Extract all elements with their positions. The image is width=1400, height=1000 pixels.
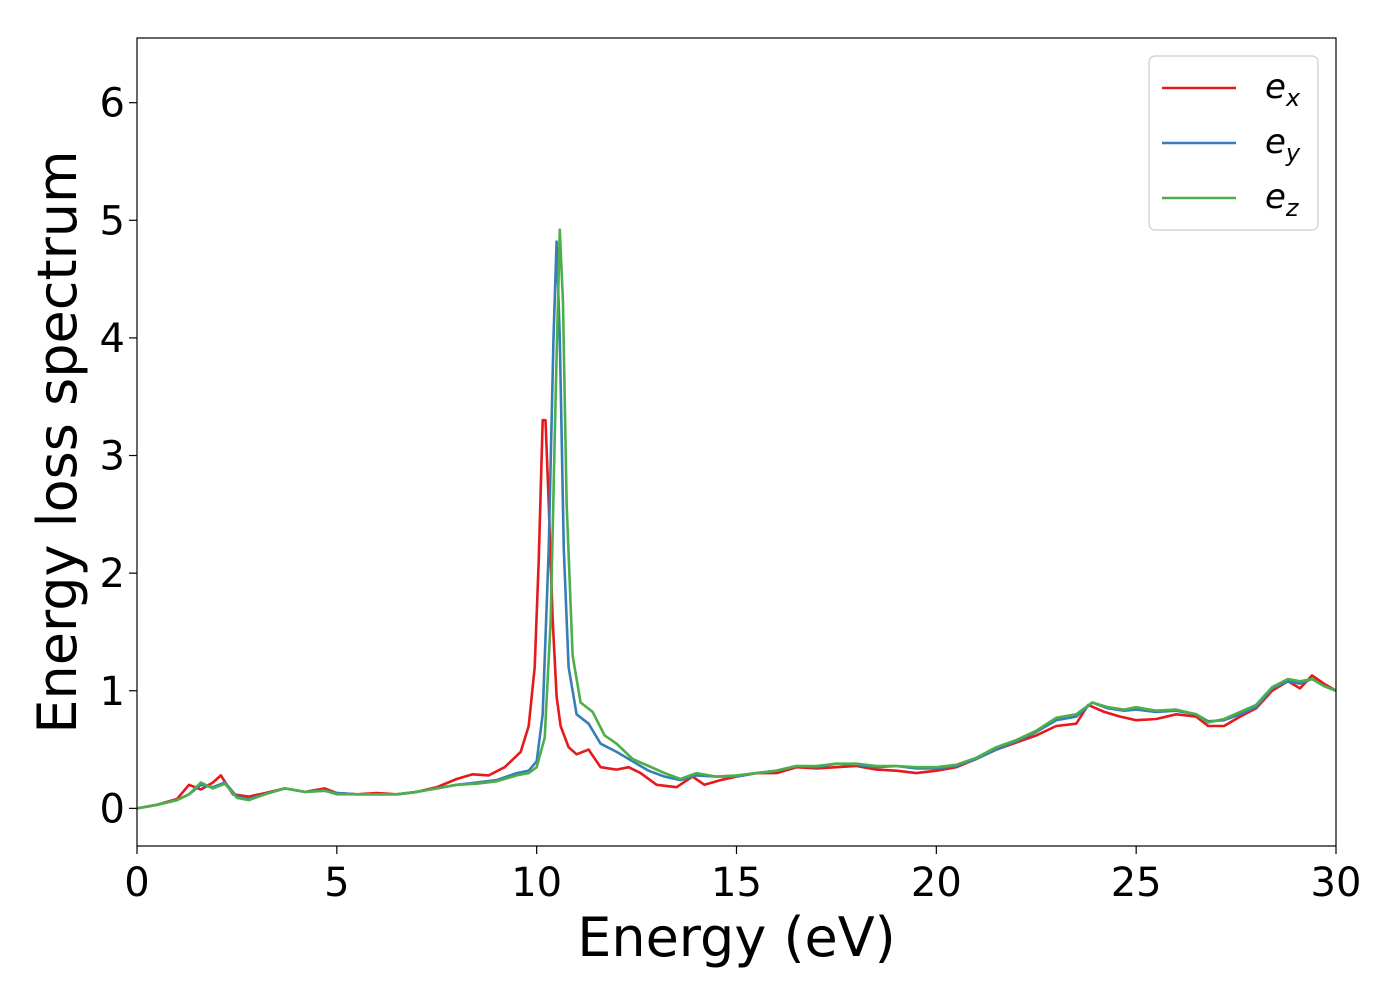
y-tick-label: 6 <box>100 81 125 127</box>
x-tick-label: 30 <box>1311 860 1362 906</box>
legend-label-x: ex <box>1265 67 1301 112</box>
x-tick-label: 20 <box>911 860 962 906</box>
y-axis-ticks: 0 1 2 3 4 5 6 <box>100 81 137 832</box>
series-line-z <box>137 228 1336 810</box>
x-tick-label: 0 <box>124 860 149 906</box>
series-line-y <box>137 240 1336 810</box>
y-axis-title: Energy loss spectrum <box>26 150 89 733</box>
legend-label-y: ey <box>1265 122 1301 167</box>
x-tick-label: 25 <box>1111 860 1162 906</box>
legend-label-z: ez <box>1265 177 1300 222</box>
y-tick-label: 4 <box>100 316 125 362</box>
y-tick-label: 3 <box>100 434 125 480</box>
y-tick-label: 2 <box>100 551 125 597</box>
x-tick-label: 15 <box>711 860 762 906</box>
legend: ex ey ez <box>1148 55 1319 231</box>
x-tick-label: 5 <box>324 860 349 906</box>
x-tick-label: 10 <box>511 860 562 906</box>
series-lines <box>137 228 1336 810</box>
series-line-x <box>137 418 1336 810</box>
y-tick-label: 5 <box>100 198 125 244</box>
y-tick-label: 0 <box>100 786 125 832</box>
x-axis-title: Energy (eV) <box>577 906 896 969</box>
y-tick-label: 1 <box>100 669 125 715</box>
x-axis-ticks: 0 5 10 15 20 25 30 <box>124 846 1361 906</box>
